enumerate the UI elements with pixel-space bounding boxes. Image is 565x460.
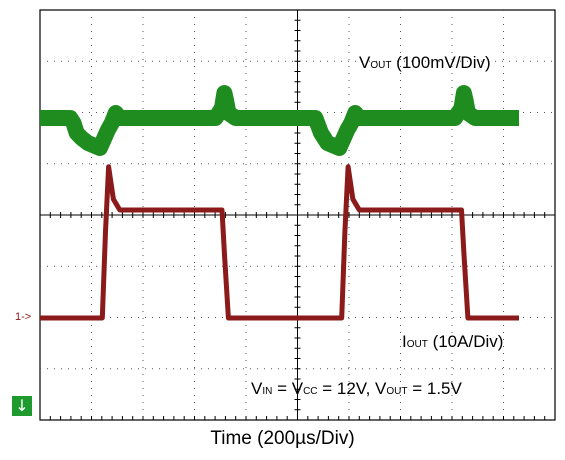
traces: [40, 85, 519, 321]
ground-arrow-icon: ↓: [12, 396, 32, 416]
x-axis-label: Time (200µs/Div): [210, 428, 355, 449]
iout-trace: [40, 164, 519, 321]
vout-trace: [40, 85, 519, 156]
operating-conditions-annotation: VIN = VCC = 12V, VOUT = 1.5V: [251, 379, 462, 398]
channel-1-ground-marker: 1->: [15, 311, 32, 323]
iout-series-label: IOUT (10A/Div): [402, 332, 503, 351]
graticule: [39, 9, 556, 421]
vout-series-label: VOUT (100mV/Div): [359, 53, 491, 72]
